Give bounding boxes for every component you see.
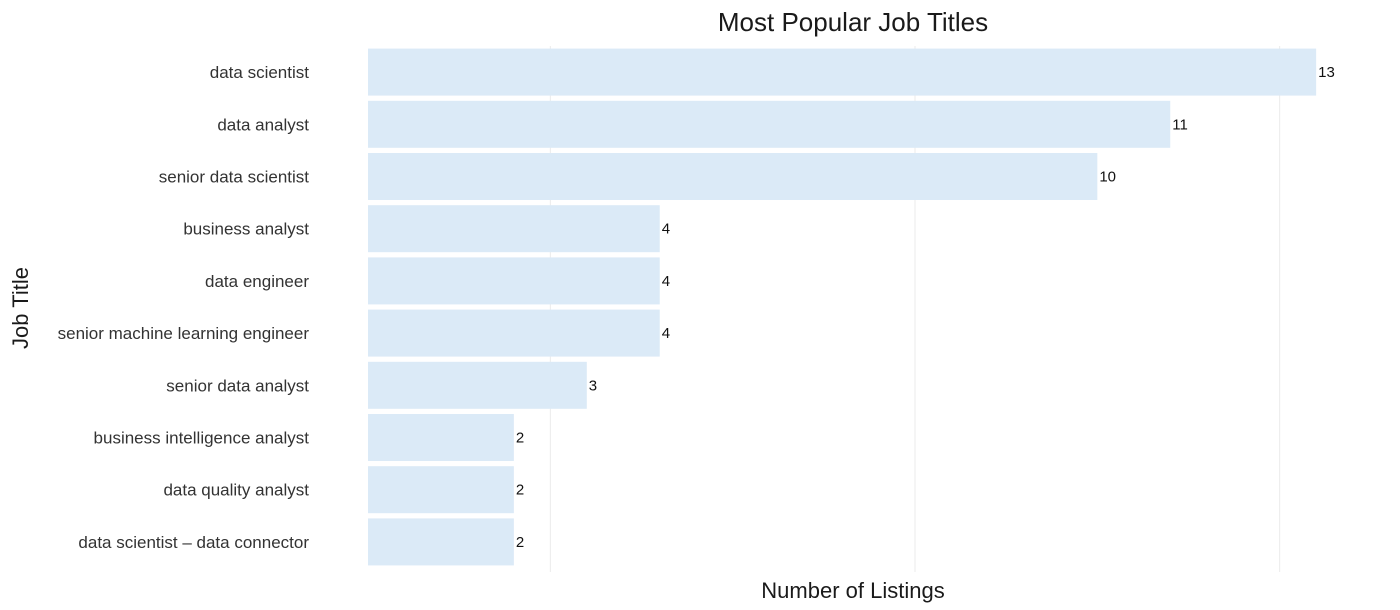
bar: [368, 466, 514, 514]
data-label: 10: [1099, 169, 1116, 186]
data-label: 13: [1318, 64, 1335, 81]
data-label: 4: [662, 325, 670, 342]
y-tick-label: business intelligence analyst: [94, 429, 310, 448]
y-tick-label: data engineer: [205, 272, 309, 291]
bars: [368, 48, 1317, 566]
data-label: 2: [516, 482, 524, 499]
y-tick-label: business analyst: [183, 220, 309, 239]
bar: [368, 257, 660, 305]
bar: [368, 205, 660, 253]
bar: [368, 361, 587, 409]
bar: [368, 48, 1317, 96]
y-tick-label: senior machine learning engineer: [58, 324, 310, 343]
y-tick-label: senior data analyst: [166, 376, 309, 395]
data-label: 2: [516, 430, 524, 447]
bar: [368, 518, 514, 566]
data-label: 2: [516, 534, 524, 551]
bar: [368, 309, 660, 357]
data-label: 11: [1172, 116, 1188, 133]
y-axis-title: Job Title: [8, 267, 33, 349]
bar: [368, 153, 1098, 200]
data-label: 3: [589, 377, 597, 394]
data-label: 4: [662, 221, 670, 238]
y-tick-label: senior data scientist: [159, 168, 310, 187]
bar: [368, 100, 1171, 148]
y-tick-label: data quality analyst: [163, 481, 309, 500]
y-tick-label: data scientist – data connector: [78, 533, 309, 552]
x-axis-title: Number of Listings: [761, 578, 944, 603]
chart-title: Most Popular Job Titles: [718, 7, 988, 37]
y-tick-labels: data scientist data analyst senior data sc…: [58, 63, 310, 552]
bar: [368, 414, 514, 461]
data-labels: 13 11 10 4 4 4 3 2 2 2: [516, 64, 1335, 551]
y-tick-label: data analyst: [217, 115, 309, 134]
y-tick-label: data scientist: [210, 63, 309, 82]
data-label: 4: [662, 273, 670, 290]
